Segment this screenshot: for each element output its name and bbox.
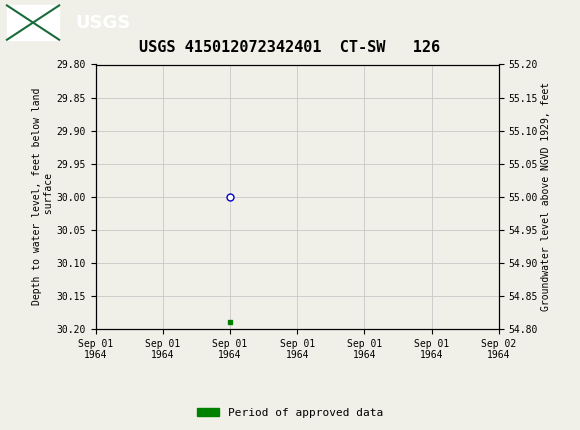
Y-axis label: Groundwater level above NGVD 1929, feet: Groundwater level above NGVD 1929, feet bbox=[541, 82, 550, 311]
Bar bbox=[7, 6, 59, 40]
Text: USGS: USGS bbox=[75, 14, 130, 31]
Y-axis label: Depth to water level, feet below land
 surface: Depth to water level, feet below land su… bbox=[32, 88, 54, 305]
Text: USGS 415012072342401  CT-SW   126: USGS 415012072342401 CT-SW 126 bbox=[139, 40, 441, 55]
Legend: Period of approved data: Period of approved data bbox=[193, 403, 387, 422]
